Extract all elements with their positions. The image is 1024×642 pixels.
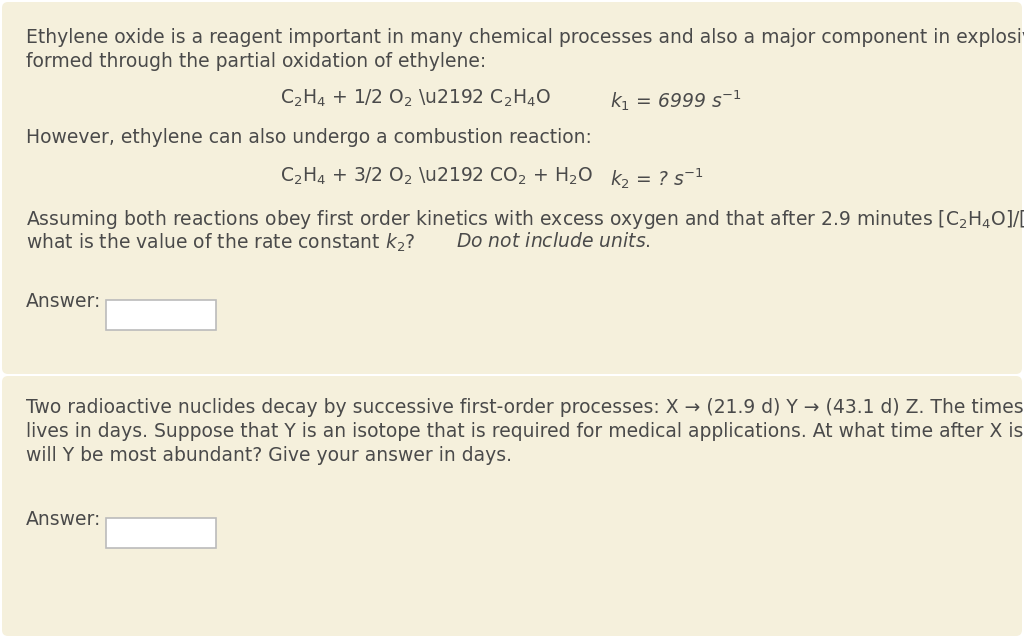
Text: However, ethylene can also undergo a combustion reaction:: However, ethylene can also undergo a com… [26, 128, 592, 147]
FancyBboxPatch shape [106, 300, 216, 330]
Text: Ethylene oxide is a reagent important in many chemical processes and also a majo: Ethylene oxide is a reagent important in… [26, 28, 1024, 47]
FancyBboxPatch shape [2, 2, 1022, 374]
Text: lives in days. Suppose that Y is an isotope that is required for medical applica: lives in days. Suppose that Y is an isot… [26, 422, 1024, 441]
FancyBboxPatch shape [2, 376, 1022, 636]
FancyBboxPatch shape [106, 518, 216, 548]
Text: Answer:: Answer: [26, 292, 101, 311]
Text: C$_2$H$_4$ + 3/2 O$_2$ \u2192 CO$_2$ + H$_2$O: C$_2$H$_4$ + 3/2 O$_2$ \u2192 CO$_2$ + H… [280, 166, 593, 187]
Text: Two radioactive nuclides decay by successive first-order processes: X → (21.9 d): Two radioactive nuclides decay by succes… [26, 398, 1024, 417]
Text: Assuming both reactions obey first order kinetics with excess oxygen and that af: Assuming both reactions obey first order… [26, 208, 1024, 231]
Text: what is the value of the rate constant $k_2$?: what is the value of the rate constant $… [26, 232, 417, 254]
Text: will Y be most abundant? Give your answer in days.: will Y be most abundant? Give your answe… [26, 446, 512, 465]
Text: formed through the partial oxidation of ethylene:: formed through the partial oxidation of … [26, 52, 486, 71]
Text: C$_2$H$_4$ + 1/2 O$_2$ \u2192 C$_2$H$_4$O: C$_2$H$_4$ + 1/2 O$_2$ \u2192 C$_2$H$_4$… [280, 88, 551, 109]
Text: Answer:: Answer: [26, 510, 101, 529]
Text: $k_1$ = 6999 s$^{-1}$: $k_1$ = 6999 s$^{-1}$ [610, 88, 741, 113]
Text: $k_2$ = ? s$^{-1}$: $k_2$ = ? s$^{-1}$ [610, 166, 703, 191]
Text: $\it{Do\ not\ include\ units.}$: $\it{Do\ not\ include\ units.}$ [456, 232, 651, 251]
